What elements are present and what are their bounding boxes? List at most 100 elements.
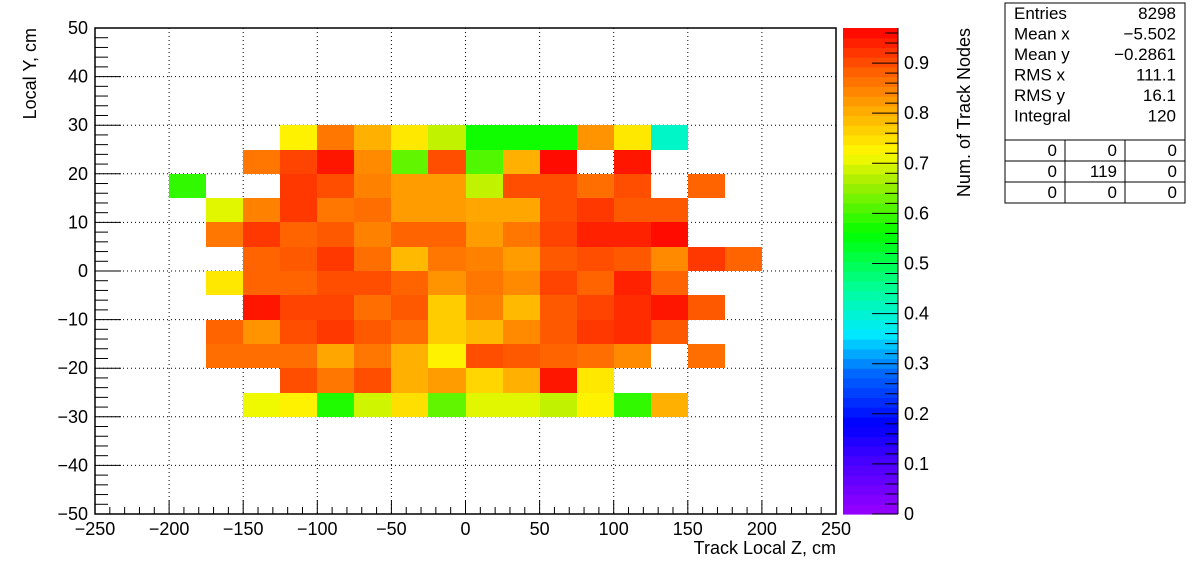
heatmap-cell <box>503 247 540 271</box>
heatmap-cell <box>243 271 280 295</box>
stats-grid-cell: 0 <box>1108 141 1117 160</box>
color-tick-label: 0.4 <box>904 304 929 324</box>
heatmap-cell <box>540 344 577 368</box>
stats-grid-cell: 0 <box>1108 183 1117 202</box>
color-tick-label: 0 <box>904 504 914 524</box>
heatmap-cell <box>577 393 614 417</box>
heatmap-cell <box>503 344 540 368</box>
heatmap-cell <box>577 271 614 295</box>
y-axis-title: Local Y, cm <box>20 28 40 119</box>
heatmap-cell <box>280 295 317 320</box>
heatmap-cell <box>428 295 466 320</box>
palette-band <box>843 212 898 223</box>
heatmap-cell <box>391 125 428 150</box>
palette-band <box>843 183 898 194</box>
heatmap-cell <box>688 247 725 271</box>
stats-value: 8298 <box>1138 4 1176 23</box>
heatmap-cell <box>614 295 651 320</box>
heatmap-cell <box>614 125 651 150</box>
palette-band <box>843 407 898 418</box>
palette-band <box>843 37 898 49</box>
stats-label: Entries <box>1014 4 1067 23</box>
heatmap-cell <box>540 295 577 320</box>
heatmap-cell <box>688 174 725 198</box>
heatmap-cell <box>206 198 243 222</box>
heatmap-cell <box>391 295 428 320</box>
heatmap-cell <box>577 344 614 368</box>
y-tick-label: 50 <box>68 18 88 38</box>
heatmap-cell <box>243 393 280 417</box>
heatmap-cell <box>317 125 354 150</box>
palette-band <box>843 202 898 214</box>
palette-band <box>843 387 898 398</box>
palette-band <box>843 232 898 243</box>
heatmap-cell <box>280 174 317 198</box>
stats-label: Mean y <box>1014 45 1070 64</box>
color-tick-label: 0.6 <box>904 203 929 223</box>
palette-band <box>843 96 898 107</box>
heatmap-cell <box>391 320 428 344</box>
heatmap-cell <box>354 222 391 247</box>
y-tick-label: 20 <box>68 164 88 184</box>
heatmap-cell <box>428 222 466 247</box>
heatmap-cell <box>503 198 540 222</box>
x-tick-label: 150 <box>673 519 703 539</box>
heatmap-cell <box>540 368 577 393</box>
stats-value: −0.2861 <box>1114 45 1176 64</box>
heatmap-cell <box>428 368 466 393</box>
stats-value: 111.1 <box>1136 66 1176 85</box>
heatmap-cell <box>317 174 354 198</box>
palette-band <box>843 57 898 68</box>
stats-box: Entries 8298 Mean x −5.502 Mean y −0.2861 RMS … <box>1004 2 1186 204</box>
palette-band <box>843 241 898 253</box>
palette-band <box>843 368 898 379</box>
heatmap-cell <box>651 222 688 247</box>
color-tick-label: 0.7 <box>904 153 929 173</box>
heatmap-cell <box>354 174 391 198</box>
palette-band <box>843 280 898 292</box>
y-tick-label: −10 <box>57 310 88 330</box>
heatmap-cell <box>614 271 651 295</box>
palette-band <box>843 164 898 175</box>
x-tick-label: −200 <box>149 519 190 539</box>
palette-band <box>843 339 898 350</box>
heatmap-cell <box>317 271 354 295</box>
heatmap-cell <box>354 295 391 320</box>
stats-value: 120 <box>1148 107 1176 126</box>
heatmap-cell <box>466 368 503 393</box>
heatmap-cell <box>280 368 317 393</box>
heatmap-cell <box>317 295 354 320</box>
heatmap-cell <box>466 174 503 198</box>
palette-band <box>843 309 898 321</box>
heatmap-cell <box>503 295 540 320</box>
y-tick-label: −20 <box>57 358 88 378</box>
heatmap-cell <box>280 393 317 417</box>
heatmap-cell <box>428 247 466 271</box>
heatmap-cell <box>317 247 354 271</box>
heatmap-cell <box>614 247 651 271</box>
x-tick-label: −50 <box>376 519 407 539</box>
heatmap-cell <box>651 271 688 295</box>
heatmap-cell <box>466 344 503 368</box>
heatmap-cell <box>503 320 540 344</box>
heatmap-cell <box>391 368 428 393</box>
heatmap-cell <box>614 150 651 174</box>
heatmap-cell <box>503 125 540 150</box>
heatmap-cell <box>354 125 391 150</box>
palette-band <box>843 28 898 39</box>
stats-value: 16.1 <box>1143 86 1176 105</box>
heatmap-cell <box>428 320 466 344</box>
heatmap-cell <box>577 174 614 198</box>
heatmap-cell <box>317 368 354 393</box>
palette-band <box>843 290 898 301</box>
palette-band <box>843 426 898 437</box>
heatmap-cell <box>243 320 280 344</box>
heatmap-cell <box>466 198 503 222</box>
palette-band <box>843 193 898 204</box>
heatmap-cell <box>651 393 688 417</box>
heatmap-cell <box>577 368 614 393</box>
stats-grid-cell: 0 <box>1168 183 1177 202</box>
heatmap-cell <box>243 295 280 320</box>
palette-band <box>843 397 898 408</box>
heatmap-cell <box>428 271 466 295</box>
